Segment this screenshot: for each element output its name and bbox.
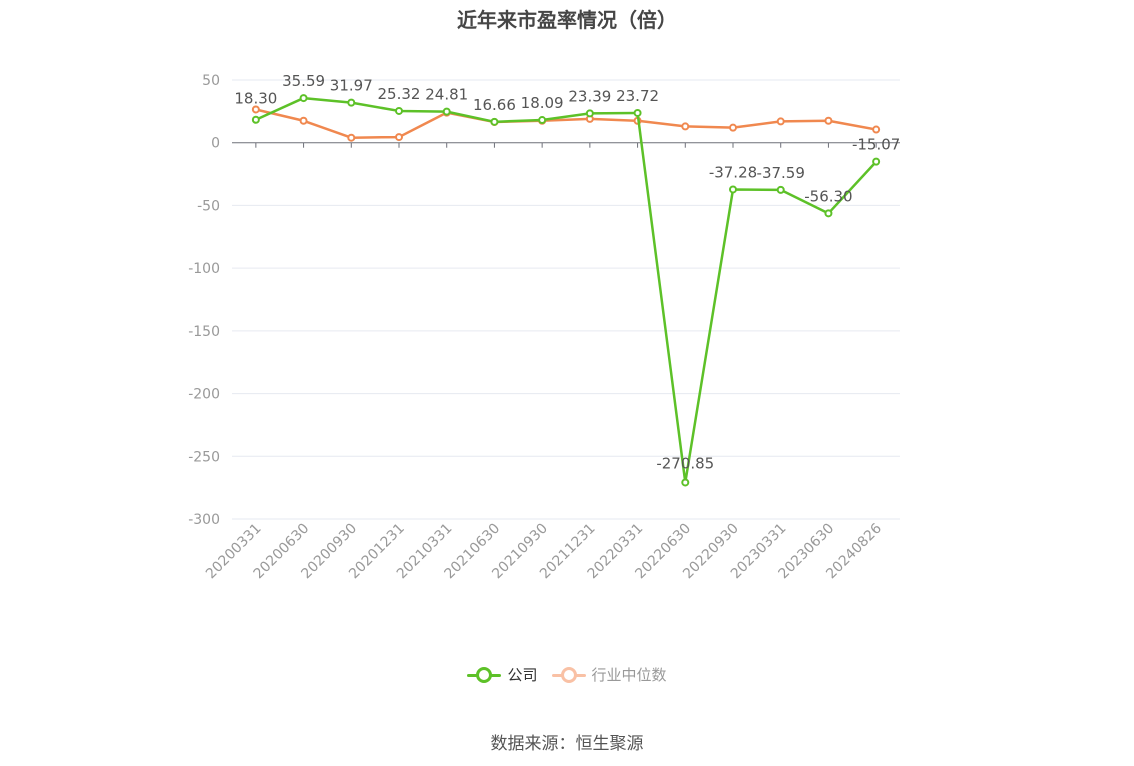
legend: 公司 行业中位数 (0, 664, 1134, 685)
series-lines (251, 94, 881, 487)
legend-company-marker-icon (467, 666, 502, 683)
company-data-label: -37.28 (709, 163, 757, 181)
company-data-label: 23.39 (568, 87, 611, 105)
company-data-label: 35.59 (282, 72, 325, 90)
company-point (395, 106, 403, 115)
legend-company-label: 公司 (507, 666, 538, 684)
company-point (729, 185, 737, 194)
industry-point (776, 117, 785, 126)
y-tick-label: -200 (188, 387, 220, 403)
company-point (251, 115, 260, 124)
y-tick-label: -100 (188, 261, 220, 277)
company-series-line (255, 96, 878, 484)
company-point (585, 109, 594, 118)
company-data-label: -37.59 (757, 164, 805, 182)
legend-industry-label: 行业中位数 (591, 666, 667, 684)
industry-point (681, 122, 690, 131)
company-point (299, 94, 308, 103)
company-point (776, 185, 785, 194)
y-tick-label: -250 (188, 449, 220, 465)
y-tick-label: 0 (211, 136, 220, 152)
y-tick-label: -300 (188, 512, 220, 528)
company-data-label: -270.85 (656, 454, 714, 472)
chart-title: 近年来市盈率情况（倍） (457, 8, 677, 32)
company-data-label: -56.30 (804, 187, 852, 205)
company-data-label: 25.32 (378, 85, 421, 103)
company-data-label: 18.30 (234, 89, 277, 107)
company-data-label: 16.66 (473, 96, 516, 114)
industry-point (395, 133, 403, 142)
company-point (681, 478, 690, 487)
legend-industry-marker-icon (551, 666, 586, 683)
legend-item-company[interactable]: 公司 (467, 664, 538, 685)
company-data-label: 23.72 (616, 87, 659, 105)
company-point (347, 98, 356, 107)
y-tick-label: -50 (197, 198, 220, 214)
industry-point (251, 105, 260, 114)
company-point (633, 108, 642, 117)
industry-point (347, 133, 356, 142)
company-point (490, 117, 499, 126)
company-point (442, 107, 451, 116)
industry-point (729, 123, 737, 132)
axes: 500-50-100-150-200-250-30020200331202006… (188, 73, 900, 582)
data-source: 数据来源：恒生聚源 (490, 734, 644, 754)
company-data-label: 24.81 (425, 86, 468, 104)
company-point (872, 157, 881, 166)
company-point (538, 116, 547, 125)
company-point (824, 209, 833, 218)
company-data-label: -15.07 (852, 136, 900, 154)
y-tick-label: 50 (202, 73, 220, 89)
industry-point (299, 116, 308, 125)
industry-point (872, 125, 881, 134)
y-tick-label: -150 (188, 324, 220, 340)
data-labels: 18.30 35.59 31.97 25.32 24.81 16.66 18.09 23.39… (234, 72, 900, 472)
company-data-label: 31.97 (330, 77, 373, 95)
legend-item-industry[interactable]: 行业中位数 (551, 664, 667, 685)
grid-lines (232, 79, 900, 520)
industry-series-line (255, 108, 877, 139)
industry-point (824, 116, 833, 125)
company-data-label: 18.09 (521, 94, 564, 112)
